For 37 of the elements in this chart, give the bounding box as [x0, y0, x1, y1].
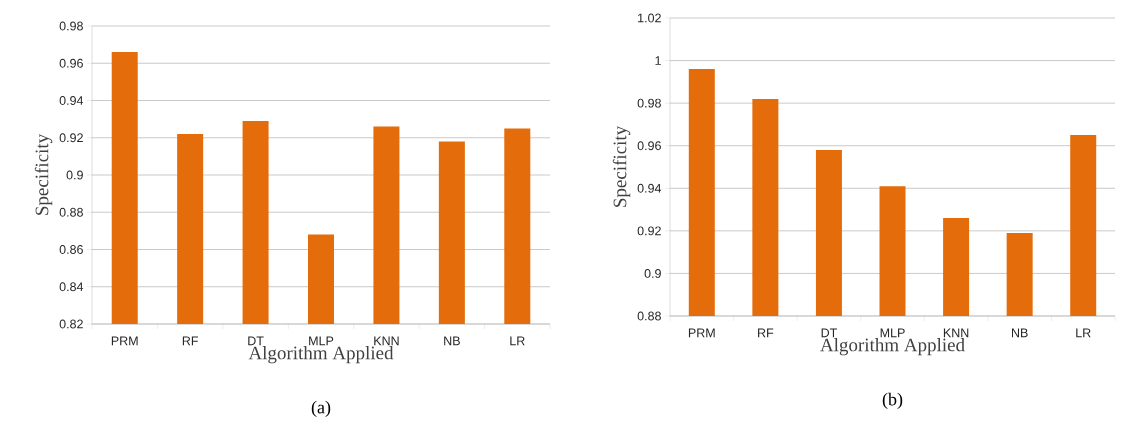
x-tick-label: NB [1011, 328, 1028, 338]
y-tick-label: 0.88 [637, 311, 661, 321]
y-tick-label: 0.94 [637, 183, 662, 193]
text: (b) [882, 392, 903, 410]
y-tick-label: 0.9 [66, 170, 83, 180]
y-tick-label: 0.9 [644, 269, 661, 278]
x-tick-label: NB [444, 336, 460, 346]
text: (a) [311, 400, 331, 418]
x-axis-title: Algorithm Applied [248, 346, 394, 364]
x-tick-label: RF [182, 336, 198, 346]
x-tick-label: PRM [688, 328, 715, 338]
y-tick-label: 0.88 [59, 207, 83, 217]
x-tick-label: KNN [374, 336, 399, 346]
y-tick-label: 0.96 [59, 58, 83, 68]
y-tick-label: 0.98 [637, 98, 661, 108]
y-tick-label: 0.96 [637, 141, 661, 151]
y-tick-label: 0.84 [59, 282, 84, 292]
x-tick-label: MLP [880, 328, 905, 338]
x-tick-label: KNN [943, 328, 969, 338]
y-axis-title: Specificity [612, 125, 631, 207]
y-tick-label: 1.02 [638, 13, 661, 23]
y-tick-label: 0.94 [59, 96, 84, 105]
x-tick-label: LR [510, 336, 525, 346]
x-tick-label: DT [821, 328, 837, 338]
y-tick-label: 0.92 [59, 133, 83, 143]
x-tick-label: MLP [309, 336, 334, 346]
y-tick-label: 0.82 [59, 319, 83, 329]
y-tick-label: 1 [655, 56, 661, 65]
x-axis-title: Algorithm Applied [820, 338, 965, 356]
y-tick-label: 0.86 [59, 245, 83, 254]
x-tick-label: RF [758, 328, 774, 338]
x-tick-label: LR [1076, 328, 1091, 338]
x-tick-label: PRM [111, 336, 138, 346]
x-tick-label: DT [248, 336, 264, 346]
y-tick-label: 0.98 [59, 21, 83, 31]
y-tick-label: 0.92 [637, 226, 661, 236]
y-axis-title: Specificity [34, 133, 53, 215]
